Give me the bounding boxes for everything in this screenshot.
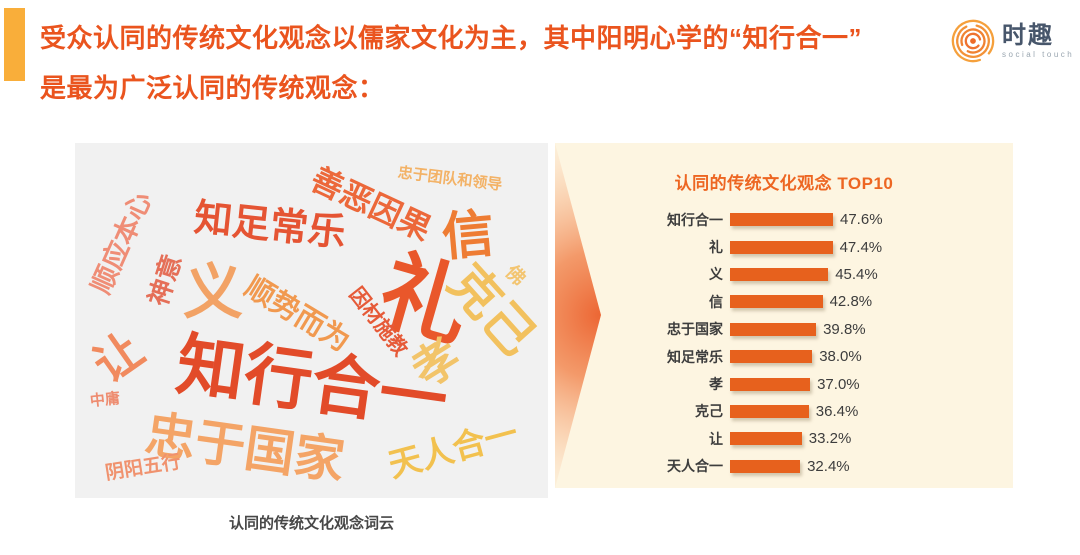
wordcloud-word: 阴阳五行 — [103, 451, 183, 485]
bar-row: 忠于国家 39.8% — [555, 316, 1013, 343]
bar-value: 42.8% — [829, 293, 873, 311]
bar-value: 37.0% — [817, 375, 860, 393]
wordcloud-word: 顺应本心 — [85, 187, 158, 299]
bar-row: 天人合一 32.4% — [555, 453, 1013, 480]
bar — [730, 267, 829, 281]
wordcloud-word: 义 — [183, 259, 243, 326]
bar — [730, 240, 833, 254]
bar-value: 38.0% — [819, 348, 862, 366]
bar-category-label: 礼 — [709, 239, 723, 256]
bar-row: 信 42.8% — [555, 288, 1013, 315]
logo: 时趣 social touch — [950, 18, 1074, 64]
bar-category-label: 信 — [709, 293, 723, 310]
wordcloud-word: 知足常乐 — [192, 197, 348, 255]
bar — [730, 322, 817, 336]
bar — [730, 459, 801, 473]
bar-category-label: 让 — [709, 430, 723, 447]
bar-value: 36.4% — [815, 402, 859, 420]
wordcloud-word: 忠于团队和领导 — [396, 164, 504, 194]
bar-value: 47.4% — [839, 238, 883, 256]
page-title-line-2: 是最为广泛认同的传统观念： — [40, 73, 385, 103]
bar-value: 45.4% — [835, 265, 878, 283]
bar — [730, 295, 823, 309]
bar-value: 32.4% — [807, 457, 850, 475]
bar-category-label: 孝 — [709, 376, 723, 393]
page-title-line-1: 受众认同的传统文化观念以儒家文化为主，其中阳明心学的“知行合一” — [40, 23, 863, 53]
chart-title: 认同的传统文化观念 TOP10 — [674, 174, 894, 193]
bar-chart: 知行合一 47.6% 礼 47.4% 义 45.4% 信 42.8% 忠于国家 39.8% 知足常乐… — [555, 206, 1013, 480]
logo-name: 时趣 — [1002, 22, 1054, 49]
transition-arrow-icon — [555, 143, 601, 488]
wordcloud-word: 神意 — [142, 250, 188, 310]
bar-value: 33.2% — [808, 430, 852, 448]
bar-value: 39.8% — [823, 320, 866, 338]
bar-row: 知行合一 47.6% — [555, 206, 1013, 233]
bar-category-label: 克己 — [695, 403, 723, 420]
title-accent-bar — [4, 8, 25, 81]
bar-category-label: 知足常乐 — [667, 348, 723, 365]
bar — [730, 213, 833, 227]
logo-text: 时趣 social touch — [1002, 22, 1075, 60]
bar-row: 礼 47.4% — [555, 233, 1013, 260]
bar-value: 47.6% — [840, 211, 883, 229]
wordcloud-word: 中庸 — [89, 389, 121, 411]
bar-row: 义 45.4% — [555, 261, 1013, 288]
bar-row: 克己 36.4% — [555, 398, 1013, 425]
bar — [730, 350, 813, 364]
bar-category-label: 忠于国家 — [667, 321, 723, 338]
bar — [730, 432, 802, 446]
bar — [730, 404, 809, 418]
bar-category-label: 知行合一 — [667, 211, 723, 228]
bar-category-label: 义 — [709, 266, 723, 283]
chart-panel: 认同的传统文化观念 TOP10 知行合一 47.6% 礼 47.4% 义 45.4% 信 42… — [555, 143, 1013, 488]
page-title: 受众认同的传统文化观念以儒家文化为主，其中阳明心学的“知行合一” 是最为广泛认同… — [40, 13, 940, 113]
bar-category-label: 天人合一 — [667, 458, 723, 475]
bar — [730, 377, 811, 391]
wordcloud-caption: 认同的传统文化观念词云 — [228, 515, 394, 532]
bar-row: 知足常乐 38.0% — [555, 343, 1013, 370]
logo-subtitle: social touch — [1002, 50, 1075, 59]
ripple-circles-icon — [951, 19, 995, 63]
bar-row: 让 33.2% — [555, 425, 1013, 452]
wordcloud-panel: 顺应本心 神意 知足常乐 善恶因果 忠于团队和领导信礼克己佛义顺势而为 因材施教让中庸 知行… — [75, 143, 548, 498]
wordcloud-word: 让 — [83, 321, 153, 393]
bar-row: 孝 37.0% — [555, 370, 1013, 397]
